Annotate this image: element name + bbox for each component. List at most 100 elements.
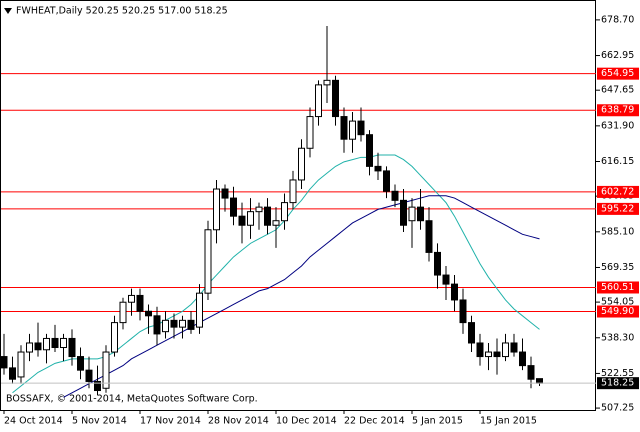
candle-body [400, 199, 407, 226]
moving-average [63, 195, 540, 398]
candle-body [340, 116, 348, 140]
candle-body [383, 170, 390, 192]
level-label: 654.95 [601, 68, 634, 79]
x-tick-label: 17 Nov 2014 [140, 416, 201, 427]
candle-body [247, 211, 254, 226]
candle-body [145, 310, 152, 317]
level-label: 595.22 [601, 203, 634, 214]
candle-body [434, 251, 441, 276]
candle-body [442, 274, 450, 285]
candle-body [196, 292, 203, 328]
level-box [597, 281, 639, 294]
candle-body [298, 147, 305, 181]
candle-body [136, 294, 144, 312]
candle-body [510, 342, 518, 353]
candle-body [451, 283, 458, 301]
x-tick-label: 15 Jan 2015 [480, 416, 537, 427]
candle-body [170, 319, 178, 328]
y-tick-label: 616.15 [601, 156, 634, 167]
candle-body [230, 197, 237, 217]
y-tick-label: 631.90 [601, 120, 634, 131]
y-tick-label: 507.25 [601, 403, 634, 414]
candle-body [374, 165, 382, 172]
candle-body [306, 116, 314, 149]
y-tick-label: 585.10 [601, 226, 634, 237]
candle-body [153, 315, 161, 335]
candle-body [34, 342, 42, 351]
candle-body [502, 342, 509, 358]
level-box [597, 202, 639, 215]
y-tick-label: 662.95 [601, 50, 634, 61]
x-tick-label: 5 Jan 2015 [412, 416, 463, 427]
level-box [597, 104, 639, 117]
menu-icon [4, 8, 12, 14]
y-tick-label: 678.70 [601, 14, 634, 25]
candle-body [77, 356, 84, 371]
candle-body [102, 351, 110, 389]
candle-body [323, 79, 331, 86]
candle-body [187, 319, 195, 330]
candle-body [272, 220, 280, 226]
x-tick-label: 28 Nov 2014 [208, 416, 269, 427]
chart-title: FWHEAT,Daily 520.25 520.25 517.00 518.25 [16, 6, 228, 17]
candle-body [315, 84, 322, 118]
x-tick-label: 5 Nov 2014 [72, 416, 127, 427]
candle-body [366, 134, 373, 167]
level-box [597, 67, 639, 80]
candle-body [391, 190, 399, 201]
candle-body [255, 206, 263, 213]
candle-body [289, 179, 297, 204]
x-tick-label: 10 Dec 2014 [276, 416, 337, 427]
candle-body [476, 342, 484, 358]
level-box [597, 305, 639, 318]
candle-body [221, 188, 229, 199]
y-tick-label: 538.30 [601, 332, 634, 343]
candle-body [536, 378, 543, 384]
last-price-label: 518.25 [601, 378, 634, 389]
candle-body [349, 120, 356, 140]
level-label: 638.79 [601, 105, 634, 116]
y-tick-label: 522.55 [601, 368, 634, 379]
candle-body [204, 229, 212, 294]
candle-body [179, 319, 186, 328]
candle-body [357, 120, 365, 136]
level-label: 602.72 [601, 186, 634, 197]
candle-body [281, 202, 288, 222]
candle-body [43, 337, 50, 351]
y-tick-label: 647.65 [601, 85, 634, 96]
candle-body [417, 206, 424, 222]
level-label: 549.90 [601, 306, 634, 317]
x-tick-label: 22 Dec 2014 [344, 416, 405, 427]
candle-body [119, 301, 127, 324]
candle-body [332, 79, 339, 118]
candle-body [238, 215, 246, 226]
candle-body [408, 206, 416, 222]
candle-body [493, 351, 501, 358]
candle-body [51, 337, 59, 349]
candle-body [68, 337, 76, 358]
y-tick-label: 569.35 [601, 262, 634, 273]
last-price-box [597, 377, 639, 390]
plot-frame [0, 0, 596, 411]
candle-body [162, 319, 169, 333]
candle-body [94, 380, 101, 392]
x-tick-label: 24 Oct 2014 [4, 416, 63, 427]
candle-body [519, 351, 526, 367]
candle-body [0, 356, 8, 369]
candle-body [111, 322, 118, 353]
candle-body [128, 294, 135, 303]
candle-body [425, 220, 433, 253]
candle-body [9, 367, 16, 380]
candle-body [60, 337, 67, 349]
candle-body [26, 342, 33, 353]
y-tick-label: 554.05 [601, 297, 634, 308]
candle-body [459, 299, 467, 324]
candle-body [468, 322, 475, 344]
candle-body [213, 188, 220, 231]
level-box [597, 185, 639, 198]
candle-body [527, 365, 535, 380]
candle-body [17, 351, 25, 378]
copyright: BOSSAFX, © 2001-2014, MetaQuotes Softwar… [6, 394, 258, 405]
candle-body [85, 369, 93, 382]
